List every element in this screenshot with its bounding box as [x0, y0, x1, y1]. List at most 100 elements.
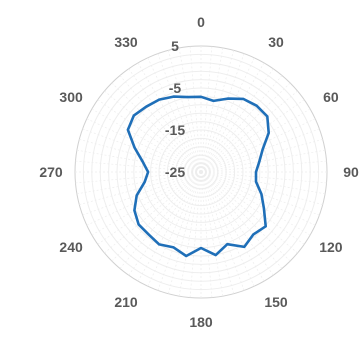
data-point	[133, 209, 136, 212]
grid-spoke	[200, 171, 213, 298]
polar-grid	[74, 45, 328, 299]
data-point	[133, 147, 136, 149]
grid-spoke	[200, 50, 234, 173]
data-point	[132, 114, 135, 117]
radial-tick-label: 5	[171, 38, 179, 54]
grid-spoke	[147, 171, 202, 287]
data-point	[137, 223, 140, 226]
grid-spoke	[157, 171, 202, 291]
grid-spoke	[137, 171, 202, 282]
grid-spoke	[189, 46, 202, 173]
angle-tick-label: 60	[323, 89, 339, 105]
data-point	[200, 95, 202, 98]
data-point	[127, 128, 129, 131]
grid-spoke	[200, 57, 255, 173]
angle-tick-label: 210	[114, 294, 138, 310]
grid-spoke	[200, 68, 274, 173]
grid-spoke	[119, 75, 202, 173]
grid-spoke	[200, 139, 323, 173]
grid-spoke	[104, 171, 202, 254]
grid-spoke	[75, 171, 202, 184]
grid-spoke	[79, 139, 202, 173]
grid-spoke	[200, 82, 291, 173]
series-layer	[126, 95, 271, 258]
data-point	[212, 100, 215, 102]
grid-circle	[150, 121, 252, 223]
grid-spoke	[200, 171, 255, 287]
grid-spoke	[200, 171, 265, 282]
data-point	[186, 96, 189, 98]
grid-spoke	[178, 47, 202, 173]
data-point	[255, 171, 257, 173]
data-point	[264, 225, 267, 228]
grid-spoke	[200, 171, 291, 262]
angle-tick-label: 150	[264, 294, 288, 310]
data-point	[145, 105, 148, 108]
grid-spoke	[189, 171, 202, 298]
radial-tick-label: -5	[169, 80, 182, 96]
data-point	[255, 180, 257, 183]
angle-tick-label: 0	[197, 14, 205, 30]
grid-spoke	[200, 171, 234, 294]
grid-spoke	[91, 108, 202, 173]
grid-spoke	[200, 62, 265, 173]
grid-spoke	[128, 171, 202, 276]
data-point	[266, 115, 269, 118]
grid-spoke	[200, 75, 283, 173]
grid-spoke	[200, 160, 327, 173]
data-point	[147, 233, 150, 236]
grid-spoke	[200, 99, 305, 173]
grid-spoke	[75, 160, 202, 173]
grid-spoke	[200, 171, 327, 184]
angle-tick-label: 330	[114, 34, 138, 50]
data-point	[158, 98, 161, 101]
grid-spoke	[111, 82, 202, 173]
data-point	[260, 193, 263, 195]
grid-spoke	[76, 149, 202, 173]
grid-spoke	[82, 128, 202, 173]
data-point	[172, 95, 175, 98]
grid-spoke	[86, 171, 202, 226]
grid-spoke	[128, 68, 202, 173]
grid-spoke	[200, 171, 274, 276]
data-point	[263, 207, 265, 210]
grid-spoke	[82, 171, 202, 216]
grid-spoke	[111, 171, 202, 262]
angle-tick-label: 180	[189, 314, 213, 330]
radial-tick-label: -15	[165, 122, 185, 138]
data-point	[158, 243, 161, 246]
grid-spoke	[79, 171, 202, 205]
grid-spoke	[137, 62, 202, 173]
radial-tick-label: -25	[165, 164, 185, 180]
grid-spoke	[200, 118, 316, 173]
angular-tick-labels: 0 30 60 90 120 150 180 210 240 270 300 330	[39, 14, 359, 330]
grid-spoke	[200, 171, 326, 195]
grid-spoke	[200, 171, 320, 216]
angle-tick-label: 300	[59, 89, 83, 105]
grid-spoke	[200, 171, 224, 297]
grid-spoke	[86, 118, 202, 173]
grid-spoke	[91, 171, 202, 236]
data-point	[267, 132, 270, 134]
data-point	[143, 181, 146, 183]
grid-spoke	[200, 171, 323, 205]
grid-spoke	[200, 171, 283, 269]
data-point	[261, 148, 264, 151]
data-point	[258, 160, 261, 163]
grid-spoke	[200, 171, 311, 236]
grid-spoke	[200, 171, 316, 226]
grid-spoke	[168, 171, 202, 294]
data-point	[200, 247, 202, 249]
grid-spoke	[97, 99, 202, 173]
data-point	[242, 98, 245, 100]
grid-spoke	[200, 53, 245, 173]
data-point	[147, 171, 150, 173]
grid-spoke	[168, 50, 202, 173]
grid-spoke	[178, 171, 202, 297]
data-point	[252, 233, 255, 236]
angle-tick-label: 90	[343, 164, 359, 180]
data-point	[141, 160, 144, 163]
grid-spoke	[76, 171, 202, 195]
grid-circle	[141, 112, 261, 232]
